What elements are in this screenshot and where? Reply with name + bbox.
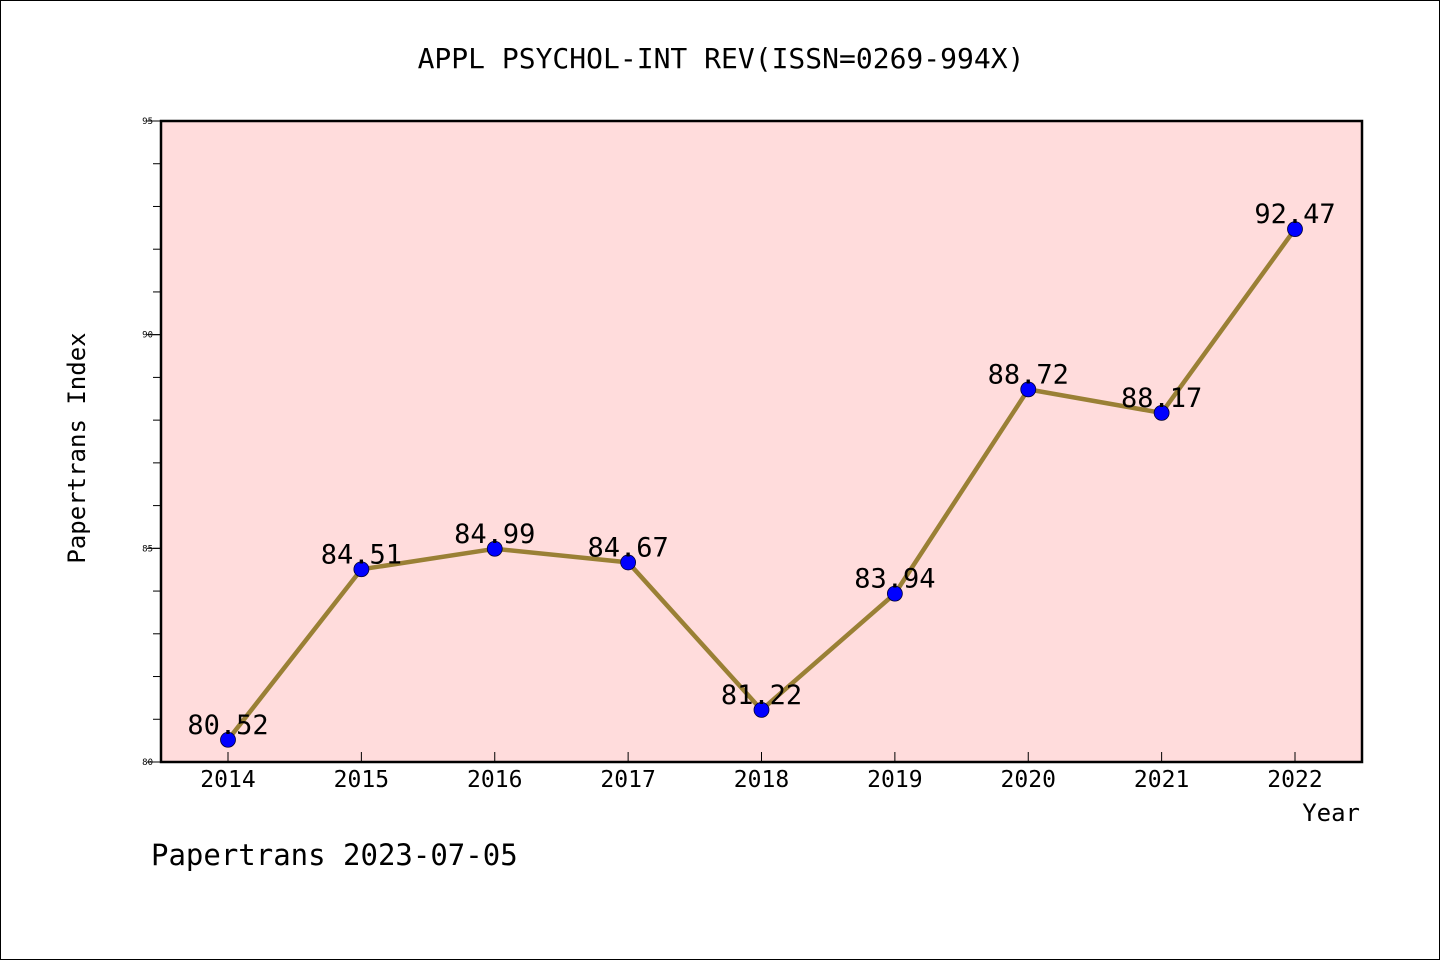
data-point [753,701,770,718]
x-tick-label: 2017 [600,767,655,793]
x-tick-label: 2016 [467,767,522,793]
data-label: 84.99 [454,519,535,550]
data-label: 84.67 [587,532,668,563]
y-axis-label: Papertrans Index [63,332,91,563]
x-tick-label: 2021 [1134,767,1189,793]
data-label: 88.72 [988,359,1069,390]
x-tick-label: 2019 [867,767,922,793]
footer-watermark: Papertrans 2023-07-05 [151,838,518,872]
data-point [220,731,236,748]
plot-area [161,121,1362,762]
data-label: 81.22 [721,680,802,711]
data-point [353,561,370,578]
data-point [1153,404,1170,421]
x-tick-label: 2020 [1001,767,1056,793]
data-labels: 80.52 84.51 84.99 84.67 81.22 83.94 88.72 88.17… [187,199,1335,741]
x-axis-ticks: 2014 2015 2016 2017 2018 2019 2020 2021 2022 [200,752,1323,793]
x-tick-label: 2014 [200,767,255,793]
y-tick-label: 95 [142,117,153,127]
data-point [1287,221,1303,238]
data-point [486,540,503,557]
data-label: 92.47 [1254,199,1335,230]
data-label: 88.17 [1121,383,1202,414]
x-axis-label: Year [1302,799,1360,827]
series-markers [220,221,1303,748]
x-tick-label: 2018 [734,767,789,793]
data-label: 80.52 [187,710,268,741]
data-label: 84.51 [321,539,402,570]
chart-title: APPL PSYCHOL-INT REV(ISSN=0269-994X) [418,42,1025,75]
data-point [1020,381,1037,398]
plot-frame [159,119,1364,764]
x-tick-label: 2015 [334,767,389,793]
data-point [620,554,637,571]
data-point [886,585,903,602]
x-tick-label: 2022 [1267,767,1322,793]
y-tick-label: 80 [142,758,153,768]
y-axis-ticks: 80 85 90 95 [142,117,161,768]
y-tick-label: 85 [142,544,153,554]
data-label: 83.94 [854,564,935,595]
y-tick-label: 90 [142,331,153,341]
